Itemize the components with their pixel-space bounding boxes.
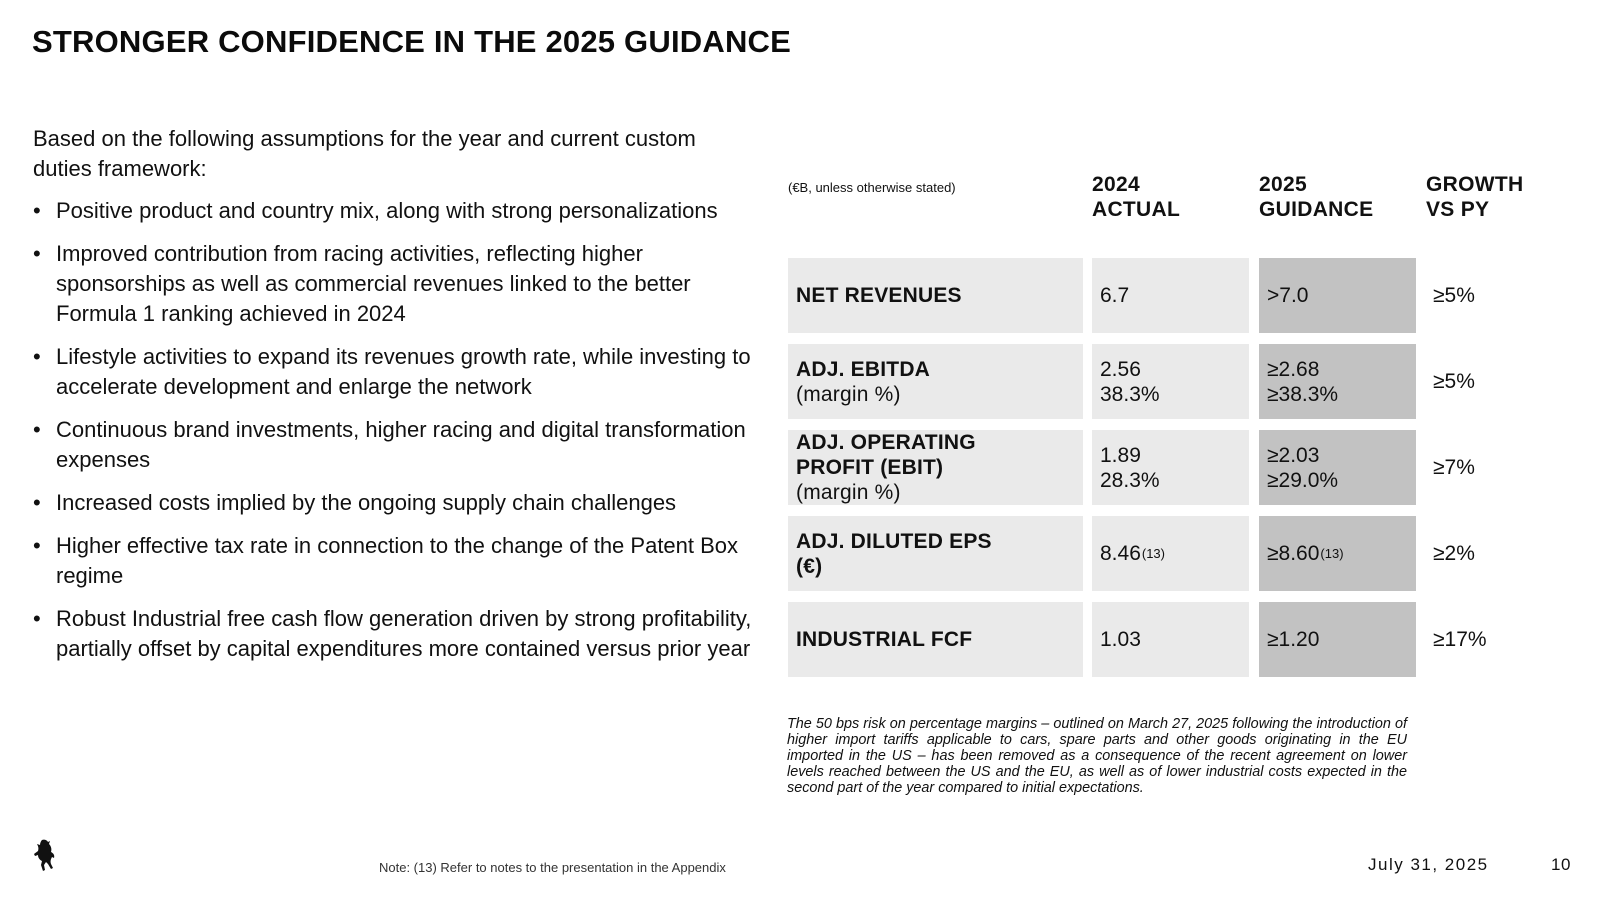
row-adj-eps-actual: 8.46 (13) (1092, 516, 1249, 591)
list-item: • Improved contribution from racing activ… (33, 239, 753, 329)
list-item-text: Robust Industrial free cash flow generat… (56, 606, 752, 661)
list-item-text: Increased costs implied by the ongoing s… (56, 490, 677, 515)
appendix-note: Note: (13) Refer to notes to the present… (379, 860, 726, 875)
row-industrial-fcf-guidance: ≥1.20 (1259, 602, 1416, 677)
list-item-text: Lifestyle activities to expand its reven… (56, 344, 751, 399)
column-header-growth-vs-py: GROWTH VS PY (1426, 173, 1524, 221)
row-adj-ebitda-growth: ≥5% (1433, 370, 1475, 393)
row-net-revenues-guidance: >7.0 (1259, 258, 1416, 333)
row-adj-ebit-metric: ADJ. OPERATING PROFIT (EBIT) (margin %) (788, 430, 1083, 505)
page-title: STRONGER CONFIDENCE IN THE 2025 GUIDANCE (32, 24, 791, 59)
footnote-ref: (13) (1320, 546, 1344, 561)
list-item: • Positive product and country mix, along… (33, 196, 753, 226)
bullet-icon: • (33, 606, 41, 631)
column-header-2025-guidance: 2025 GUIDANCE (1259, 173, 1374, 221)
list-item-text: Improved contribution from racing activi… (56, 241, 691, 326)
list-item: • Robust Industrial free cash flow genera… (33, 604, 753, 664)
prancing-horse-icon (32, 838, 58, 874)
list-item: • Higher effective tax rate in connection… (33, 531, 753, 591)
row-adj-ebit-guidance: ≥2.03 ≥29.0% (1259, 430, 1416, 505)
row-adj-ebitda-guidance: ≥2.68 ≥38.3% (1259, 344, 1416, 419)
bullet-icon: • (33, 490, 41, 515)
footnote-ref: (13) (1141, 546, 1165, 561)
row-net-revenues-actual: 6.7 (1092, 258, 1249, 333)
page-number: 10 (1551, 855, 1571, 874)
list-item-text: Positive product and country mix, along … (56, 198, 718, 223)
assumptions-intro: Based on the following assumptions for t… (33, 126, 696, 181)
list-item-text: Continuous brand investments, higher rac… (56, 417, 746, 472)
row-net-revenues-growth: ≥5% (1433, 284, 1475, 307)
margin-risk-footnote: The 50 bps risk on percentage margins – … (787, 716, 1407, 796)
row-industrial-fcf-growth: ≥17% (1433, 628, 1487, 651)
row-adj-eps-metric: ADJ. DILUTED EPS (€) (788, 516, 1083, 591)
presentation-date: July 31, 2025 (1368, 855, 1489, 874)
row-adj-eps-growth: ≥2% (1433, 542, 1475, 565)
bullet-icon: • (33, 198, 41, 223)
row-industrial-fcf-metric: INDUSTRIAL FCF (788, 602, 1083, 677)
bullet-icon: • (33, 417, 41, 442)
row-adj-ebitda-metric: ADJ. EBITDA (margin %) (788, 344, 1083, 419)
row-adj-eps-guidance: ≥8.60 (13) (1259, 516, 1416, 591)
bullet-icon: • (33, 533, 41, 558)
bullet-icon: • (33, 241, 41, 266)
row-adj-ebit-growth: ≥7% (1433, 456, 1475, 479)
list-item: • Continuous brand investments, higher ra… (33, 415, 753, 475)
assumptions-list: • Positive product and country mix, along… (33, 196, 753, 677)
bullet-icon: • (33, 344, 41, 369)
list-item-text: Higher effective tax rate in connection … (56, 533, 739, 588)
row-adj-ebit-actual: 1.89 28.3% (1092, 430, 1249, 505)
row-adj-ebitda-actual: 2.56 38.3% (1092, 344, 1249, 419)
column-header-2024-actual: 2024 ACTUAL (1092, 173, 1181, 221)
list-item: • Increased costs implied by the ongoing … (33, 488, 753, 518)
row-net-revenues-metric: NET REVENUES (788, 258, 1083, 333)
row-industrial-fcf-actual: 1.03 (1092, 602, 1249, 677)
list-item: • Lifestyle activities to expand its reve… (33, 342, 753, 402)
table-unit-note: (€B, unless otherwise stated) (788, 180, 956, 195)
